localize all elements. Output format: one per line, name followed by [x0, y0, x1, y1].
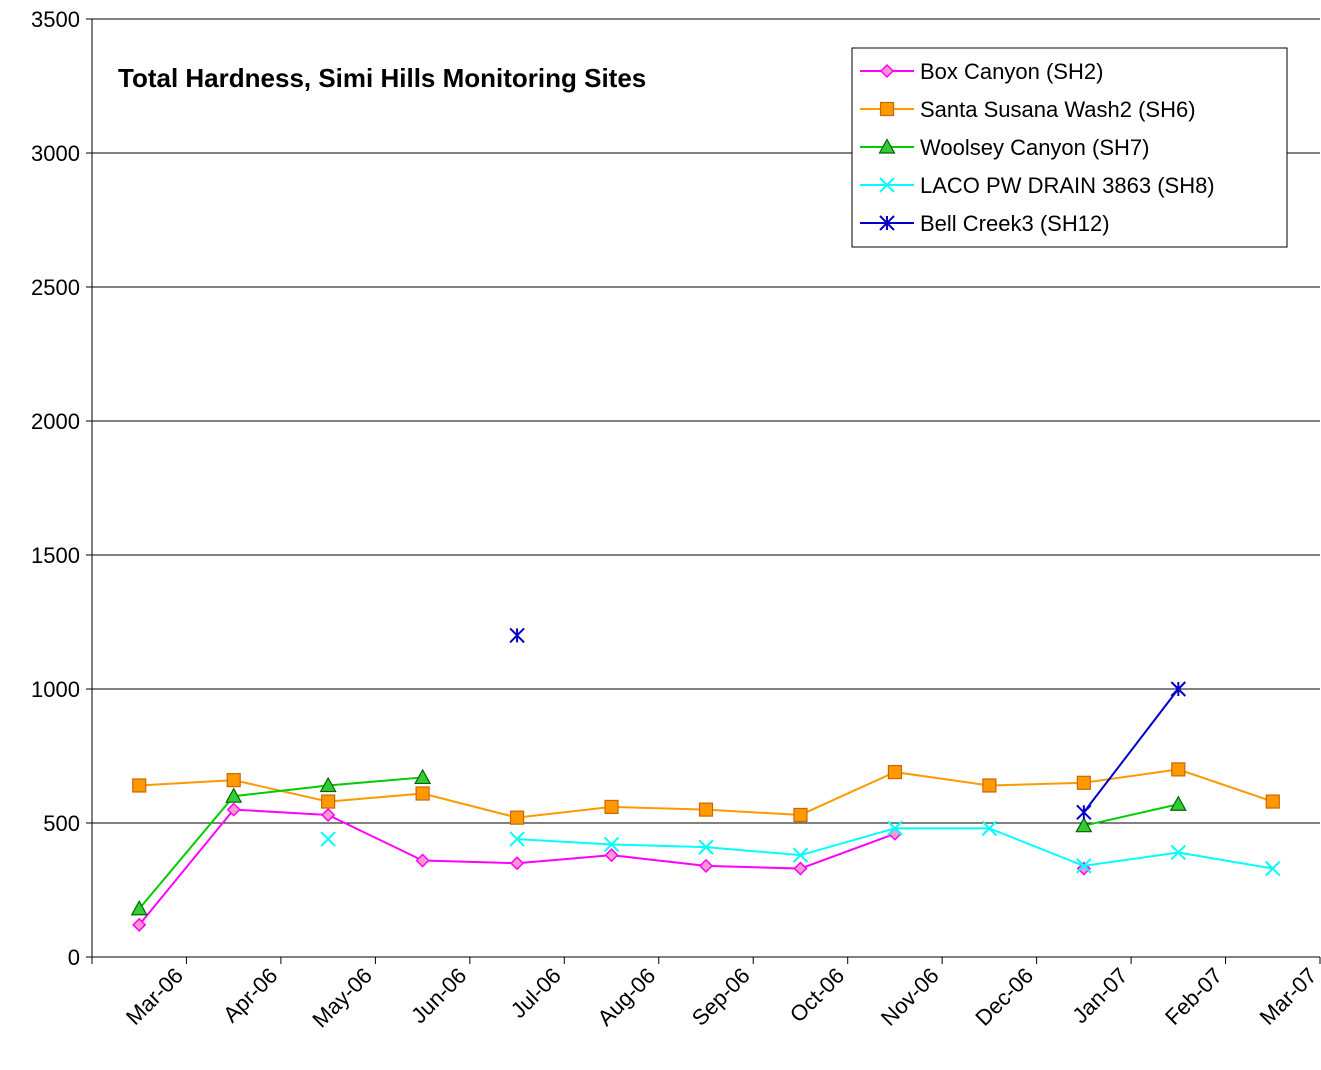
data-point [510, 628, 524, 642]
y-tick-label: 0 [68, 945, 80, 970]
legend-marker [881, 103, 894, 116]
data-point [415, 770, 430, 784]
x-tick-label: May-06 [307, 963, 377, 1033]
series-lines [132, 628, 1280, 930]
series-2 [133, 763, 1280, 824]
data-point [511, 857, 523, 869]
x-tick-label: Aug-06 [592, 963, 660, 1031]
data-point [888, 766, 901, 779]
y-tick-label: 500 [43, 811, 80, 836]
x-tick-label: Dec-06 [970, 963, 1038, 1031]
legend-label: Bell Creek3 (SH12) [920, 211, 1110, 236]
series-line [1084, 689, 1178, 812]
legend-label: LACO PW DRAIN 3863 (SH8) [920, 173, 1215, 198]
data-point [606, 849, 618, 861]
data-point [983, 779, 996, 792]
x-tick-label: Jul-06 [506, 963, 566, 1023]
legend-label: Box Canyon (SH2) [920, 59, 1103, 84]
x-tick-label: Jan-07 [1067, 963, 1132, 1028]
data-point [321, 832, 335, 846]
data-point [1077, 776, 1090, 789]
data-point [322, 795, 335, 808]
data-point [605, 800, 618, 813]
series-5 [510, 628, 1185, 819]
y-tick-label: 1000 [31, 677, 80, 702]
data-point [511, 811, 524, 824]
x-tick-label: Mar-07 [1255, 963, 1321, 1030]
x-tick-label: Mar-06 [121, 963, 188, 1030]
legend-label: Woolsey Canyon (SH7) [920, 135, 1149, 160]
data-point [416, 787, 429, 800]
series-3 [132, 770, 1186, 915]
data-point [133, 779, 146, 792]
data-point [794, 808, 807, 821]
x-tick-label: Oct-06 [785, 963, 849, 1027]
legend-label: Santa Susana Wash2 (SH6) [920, 97, 1196, 122]
chart-title: Total Hardness, Simi Hills Monitoring Si… [118, 63, 646, 93]
data-point [1266, 795, 1279, 808]
legend: Box Canyon (SH2) Santa Susana Wash2 (SH6)… [852, 48, 1287, 247]
series-line [1084, 804, 1178, 825]
x-tick-label: Jun-06 [406, 963, 471, 1028]
y-tick-label: 2000 [31, 409, 80, 434]
data-point [417, 855, 429, 867]
data-point [1077, 805, 1091, 819]
data-point [794, 863, 806, 875]
y-tick-label: 3500 [31, 7, 80, 32]
x-tick-label: Sep-06 [687, 963, 755, 1031]
x-tick-label: Feb-07 [1160, 963, 1227, 1030]
data-point [322, 809, 334, 821]
data-point [227, 774, 240, 787]
y-tick-label: 1500 [31, 543, 80, 568]
y-tick-label: 3000 [31, 141, 80, 166]
x-tick-label: Apr-06 [218, 963, 282, 1027]
data-point [1171, 797, 1186, 811]
data-point [700, 860, 712, 872]
data-point [700, 803, 713, 816]
data-point [1172, 763, 1185, 776]
x-tick-label: Nov-06 [876, 963, 944, 1031]
y-tick-label: 2500 [31, 275, 80, 300]
